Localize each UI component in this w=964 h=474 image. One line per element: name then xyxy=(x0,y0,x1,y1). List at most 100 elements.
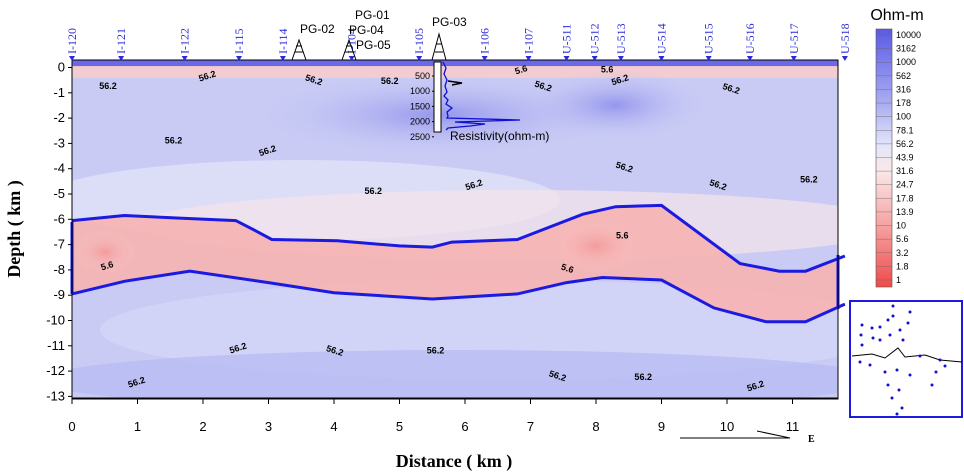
log-depth-tick: 1000 xyxy=(410,86,430,96)
colorbar-tick-label: 1.8 xyxy=(896,261,909,271)
log-depth-tick: 500 xyxy=(415,71,430,81)
station-label: I-105 xyxy=(412,28,426,54)
resistivity-fill xyxy=(72,60,838,399)
y-tick-label: -5 xyxy=(53,186,65,201)
x-tick-label: 3 xyxy=(265,419,272,434)
y-axis-title: Depth ( km ) xyxy=(4,180,25,278)
log-depth-tick: 2000 xyxy=(410,117,430,127)
well-pg-03: PG-03 xyxy=(431,15,467,61)
colorbar-tick-label: 31.6 xyxy=(896,166,914,176)
log-depth-tick: 1500 xyxy=(410,101,430,111)
colorbar: Ohm-m 10000 3162 1000 562 316 178 100 78.1 56.2 4… xyxy=(870,7,924,288)
colorbar-tick-label: 3162 xyxy=(896,44,916,54)
x-tick-label: 0 xyxy=(68,419,75,434)
plot-frame xyxy=(71,59,839,400)
station-marker xyxy=(705,56,712,61)
y-tick-label: -6 xyxy=(53,211,65,226)
station-label: U-513 xyxy=(614,23,628,54)
y-tick-label: -13 xyxy=(46,388,65,403)
station-label: I-106 xyxy=(478,28,492,54)
colorbar-tick-label: 17.8 xyxy=(896,193,914,203)
location-map-stations xyxy=(858,304,947,416)
station-label: I-121 xyxy=(114,28,128,54)
log-depth-tick: 2500 xyxy=(410,132,430,142)
y-tick-label: -7 xyxy=(53,237,65,252)
contour-label: 56.2 xyxy=(165,135,183,145)
station-marker xyxy=(236,56,243,61)
station-marker xyxy=(69,56,75,61)
colorbar-tick-label: 100 xyxy=(896,112,911,122)
x-tick-label: 9 xyxy=(658,419,665,434)
contour-label: 56.2 xyxy=(800,175,818,185)
colorbar-tick-label: 10000 xyxy=(896,30,921,40)
direction-indicator: E xyxy=(680,430,815,445)
x-axis: 0 1 2 3 4 5 6 7 8 9 10 11 xyxy=(68,399,799,434)
station-label: U-512 xyxy=(588,23,602,54)
x-tick-label: 1 xyxy=(134,419,141,434)
conductive-layer-fill xyxy=(72,205,838,322)
y-tick-label: -9 xyxy=(53,287,65,302)
x-tick-label: 8 xyxy=(592,419,599,434)
location-map-inset xyxy=(849,300,963,418)
colorbar-tick-label: 43.9 xyxy=(896,153,914,163)
resistivity-log-curve xyxy=(442,61,521,131)
colorbar-tick-label: 24.7 xyxy=(896,180,914,190)
station-marker xyxy=(617,56,624,61)
station-label: U-515 xyxy=(702,23,716,54)
station-label: U-517 xyxy=(787,23,801,54)
colorbar-tick-label: 316 xyxy=(896,84,911,94)
colorbar-tick-label: 1000 xyxy=(896,57,916,67)
x-tick-label: 5 xyxy=(396,419,403,434)
colorbar-tick-label: 1 xyxy=(896,275,901,285)
x-tick-label: 2 xyxy=(199,419,206,434)
colorbar-title: Ohm-m xyxy=(870,7,923,24)
y-tick-label: 0 xyxy=(58,60,65,75)
well-pg-01: PG-01 PG-04 PG-05 xyxy=(341,8,391,61)
conductor-bottom-boundary xyxy=(71,269,846,324)
station-label: I-115 xyxy=(232,28,246,54)
colorbar-tick-label: 178 xyxy=(896,98,911,108)
y-tick-label: -11 xyxy=(47,338,65,353)
station-label: I-120 xyxy=(65,28,79,54)
well-label: PG-05 xyxy=(356,38,391,52)
y-tick-label: -4 xyxy=(53,161,65,176)
contour-label: 56.2 xyxy=(427,345,445,355)
colorbar-tick-label: 562 xyxy=(896,71,911,81)
colorbar-tick-label: 78.1 xyxy=(896,125,914,135)
y-tick-label: -10 xyxy=(46,313,65,328)
colorbar-tick-label: 3.2 xyxy=(896,248,909,258)
well-label: PG-02 xyxy=(300,22,335,36)
station-label: U-511 xyxy=(560,24,574,54)
well-pg-02: PG-02 xyxy=(291,22,335,61)
y-tick-label: -1 xyxy=(53,85,65,100)
contour-label: 56.2 xyxy=(99,81,117,91)
station-markers: I-120 I-121 I-122 I-115 I-114 I-104 I-105 I-106… xyxy=(65,23,852,61)
station-marker xyxy=(658,56,665,61)
contour-label: 56.2 xyxy=(381,76,399,86)
contour-label: 56.2 xyxy=(365,186,383,196)
station-label: I-122 xyxy=(178,28,192,54)
station-marker xyxy=(416,56,423,61)
log-depth-ticks: 500 1000 1500 2000 2500 xyxy=(410,71,434,142)
contour-label: 5.6 xyxy=(514,63,529,76)
station-marker xyxy=(841,56,848,61)
well-label: PG-01 xyxy=(355,8,390,22)
y-tick-label: -12 xyxy=(46,363,65,378)
station-label: U-514 xyxy=(655,23,669,54)
contour-label: 5.6 xyxy=(601,65,614,75)
colorbar-tick-label: 10 xyxy=(896,221,906,231)
colorbar-tick-label: 56.2 xyxy=(896,139,914,149)
x-tick-label: 11 xyxy=(786,419,800,434)
x-axis-title: Distance ( km ) xyxy=(396,451,512,472)
x-tick-label: 4 xyxy=(330,419,337,434)
station-label: U-518 xyxy=(838,23,852,54)
station-marker xyxy=(563,56,570,61)
y-tick-label: -8 xyxy=(53,262,65,277)
resistivity-log-inset: 500 1000 1500 2000 2500 Resistivity(ohm-m) xyxy=(410,61,549,143)
well-label: PG-04 xyxy=(349,23,384,37)
well-label: PG-03 xyxy=(432,15,467,29)
station-marker xyxy=(525,56,532,61)
station-label: U-516 xyxy=(743,23,757,54)
station-label: I-104 xyxy=(345,28,359,54)
